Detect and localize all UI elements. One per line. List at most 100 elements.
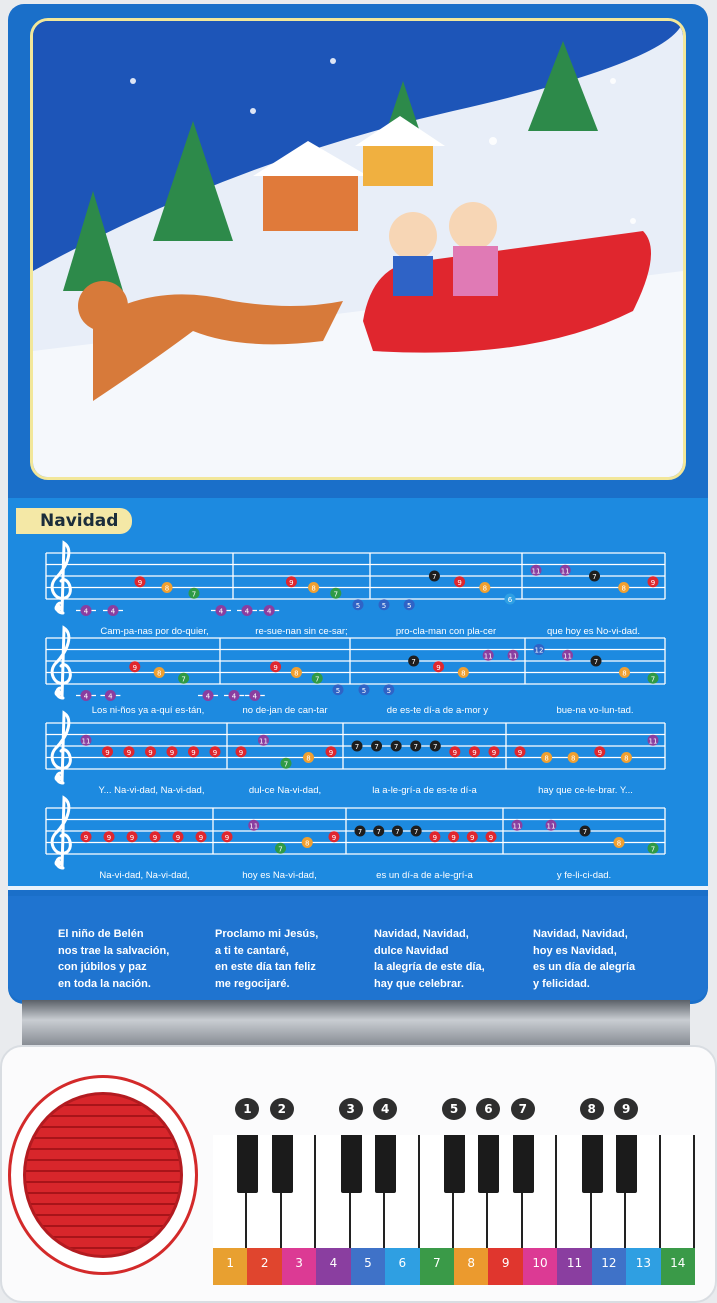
note-number: 4 — [267, 608, 272, 616]
note — [562, 649, 573, 661]
black-key[interactable] — [375, 1135, 397, 1193]
black-key[interactable] — [271, 1135, 293, 1193]
note-number: 7 — [411, 658, 415, 666]
note — [541, 752, 553, 763]
note — [533, 644, 545, 655]
note — [126, 831, 138, 843]
key-number-label: 11 — [557, 1248, 592, 1285]
note — [80, 831, 92, 843]
note-number: 9 — [105, 749, 109, 757]
note — [330, 587, 342, 599]
note — [352, 599, 364, 611]
key-number-label: 8 — [454, 1248, 489, 1285]
note-number: 5 — [336, 687, 340, 695]
note-number: 9 — [273, 664, 277, 672]
note — [378, 599, 390, 611]
verse-3: Navidad, Navidad, dulce Navidad la alegr… — [374, 928, 485, 990]
speaker — [8, 1075, 198, 1275]
note-number: 9 — [153, 834, 157, 842]
note — [275, 842, 286, 854]
note-number: 7 — [284, 760, 288, 768]
black-key[interactable] — [512, 1135, 534, 1193]
note — [590, 655, 602, 667]
note — [107, 605, 119, 616]
note — [325, 746, 337, 758]
lyric: re-sue-nan sin ce-sar; — [255, 626, 347, 637]
note — [559, 564, 571, 576]
note-number: 9 — [457, 579, 461, 587]
sheet-music — [8, 498, 708, 890]
note-number: 8 — [461, 670, 465, 678]
note-number: 7 — [278, 845, 282, 853]
note — [178, 672, 190, 684]
black-key[interactable] — [237, 1135, 259, 1193]
note-number: 9 — [489, 834, 493, 842]
note-number: 5 — [362, 687, 366, 695]
note-number: 9 — [127, 749, 131, 757]
book-spine — [22, 1000, 690, 1050]
note-number: 4 — [219, 608, 224, 616]
note-number: 4 — [245, 608, 250, 616]
lyric: Y... Na-vi-dad, Na-vi-dad, — [99, 785, 205, 796]
note-number: 9 — [148, 749, 152, 757]
black-key[interactable] — [581, 1135, 603, 1193]
note-number: 7 — [433, 743, 437, 751]
note — [80, 605, 92, 616]
black-key-number: 4 — [373, 1098, 398, 1120]
verse-2: Proclamo mi Jesús, a ti te cantaré, en e… — [215, 928, 319, 990]
note — [258, 734, 269, 746]
note — [270, 661, 282, 673]
note-number: 11 — [249, 822, 258, 830]
note — [241, 605, 253, 616]
black-key[interactable] — [616, 1135, 638, 1193]
note-number: 9 — [329, 749, 333, 757]
white-key[interactable] — [660, 1135, 695, 1248]
note — [383, 684, 395, 696]
note-number: 11 — [561, 567, 570, 575]
note-number: 7 — [583, 828, 587, 836]
note-number: 9 — [133, 664, 137, 672]
note — [80, 734, 92, 746]
note — [354, 825, 366, 837]
note-number: 9 — [138, 579, 142, 587]
black-key[interactable] — [340, 1135, 362, 1193]
note — [466, 831, 478, 843]
note-number: 8 — [571, 755, 575, 763]
note-number: 4 — [111, 608, 116, 616]
note — [188, 746, 199, 758]
note — [103, 831, 115, 843]
note — [448, 831, 460, 843]
note — [647, 672, 659, 684]
note — [507, 649, 519, 661]
lyric: de es-te dí-a de a-mor y — [387, 705, 489, 716]
key-number-label: 2 — [247, 1248, 282, 1285]
note-number: 9 — [651, 579, 655, 587]
note — [403, 599, 415, 611]
key-number-label: 6 — [385, 1248, 420, 1285]
note — [511, 819, 523, 831]
note — [153, 667, 165, 678]
key-number-label: 12 — [591, 1248, 627, 1285]
note — [301, 837, 313, 848]
note — [358, 684, 370, 696]
note-number: 9 — [492, 749, 496, 757]
black-key[interactable] — [478, 1135, 500, 1193]
note — [303, 752, 314, 763]
note-number: 9 — [107, 834, 111, 842]
key-number-label: 5 — [350, 1248, 386, 1285]
note-number: 9 — [433, 834, 437, 842]
note-number: 6 — [508, 596, 513, 604]
note — [351, 740, 363, 752]
note-number: 11 — [547, 822, 556, 830]
note — [618, 582, 630, 593]
note — [248, 819, 260, 831]
lyric: Na-vi-dad, Na-vi-dad, — [99, 870, 189, 881]
note — [479, 582, 491, 593]
note — [332, 684, 344, 696]
note-number: 7 — [594, 658, 598, 666]
black-key[interactable] — [444, 1135, 465, 1193]
note-number: 11 — [484, 652, 493, 660]
note — [311, 672, 323, 684]
black-key-number: 9 — [614, 1098, 639, 1120]
note-number: 7 — [192, 590, 196, 598]
